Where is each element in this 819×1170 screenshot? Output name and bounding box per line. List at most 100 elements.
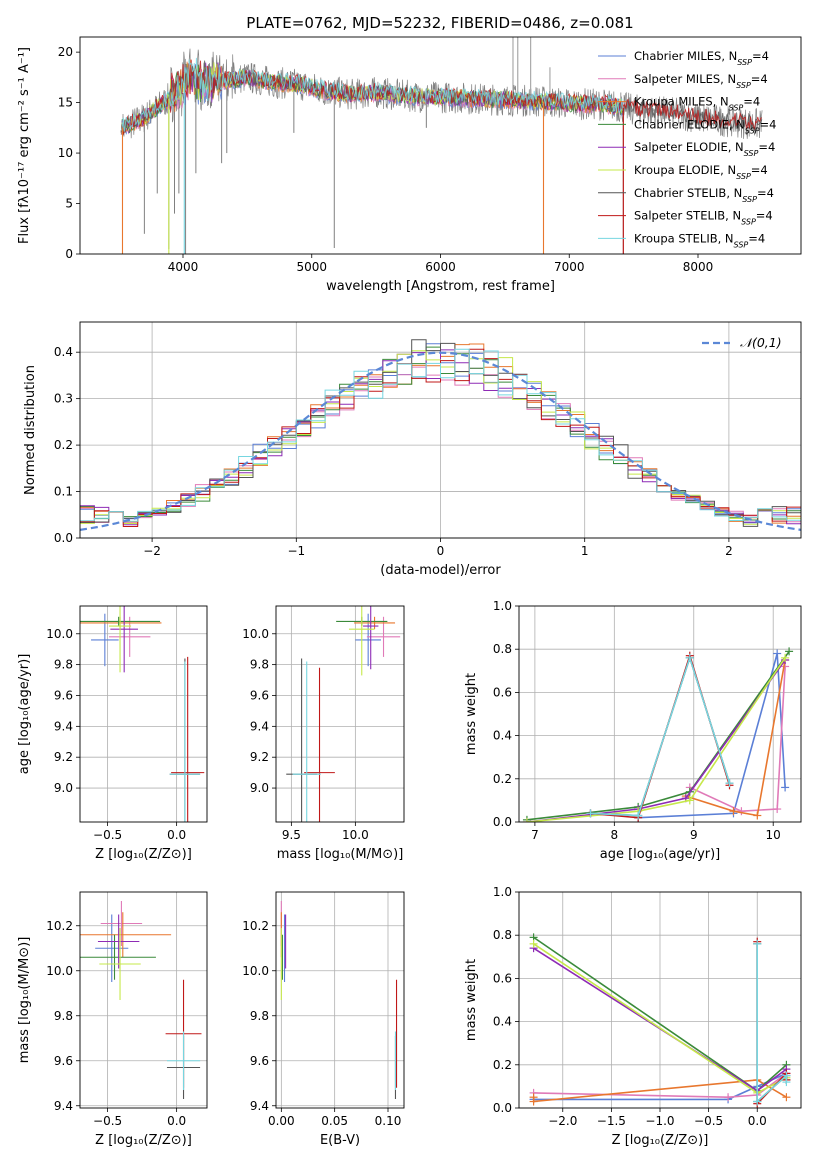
legend-label: Chabrier STELIB, NSSP=4 bbox=[634, 186, 774, 204]
weight-line bbox=[638, 653, 786, 819]
panel-age-vs-Z: −0.5 0.0 9.0 9.2 9.4 9.6 9.8 10.0 Z [log₁₀(Z/Z⊙)… bbox=[17, 605, 208, 862]
y-tick-label: 9.2 bbox=[54, 750, 73, 764]
model-spectrum bbox=[120, 59, 763, 136]
x-tick-label: −1.0 bbox=[645, 1114, 674, 1128]
y-tick-label: 0.0 bbox=[54, 531, 73, 545]
x-axis-label: wavelength [Angstrom, rest frame] bbox=[326, 279, 555, 294]
y-tick-label: 0 bbox=[65, 247, 73, 261]
plot-area bbox=[80, 901, 202, 1099]
y-tick-label: 1.0 bbox=[493, 599, 512, 613]
x-tick-label: 0 bbox=[437, 544, 445, 558]
axes-frame bbox=[275, 891, 405, 1109]
y-tick-label: 0.2 bbox=[54, 438, 73, 452]
x-tick-label: 2 bbox=[725, 544, 733, 558]
histogram-step bbox=[80, 350, 801, 525]
legend-label: Salpeter MILES, NSSP=4 bbox=[634, 72, 768, 90]
legend-label: Salpeter STELIB, NSSP=4 bbox=[634, 209, 773, 227]
y-tick-label: 0.6 bbox=[493, 685, 512, 699]
plot-area bbox=[280, 901, 398, 1099]
x-tick-label: 9.5 bbox=[282, 828, 301, 842]
y-tick-label: 0.3 bbox=[54, 392, 73, 406]
y-axis-label: mass weight bbox=[464, 673, 479, 755]
y-axis-label: mass [log₁₀(M/M⊙)] bbox=[17, 937, 32, 1064]
x-tick-label: 8000 bbox=[683, 260, 714, 274]
weight-line bbox=[533, 1072, 787, 1099]
y-axis-label: mass weight bbox=[464, 959, 479, 1041]
y-tick-label: 10.2 bbox=[46, 919, 73, 933]
legend-label: 𝒩(0,1) bbox=[740, 335, 782, 350]
x-axis-label: Z [log₁₀(Z/Z⊙)] bbox=[95, 847, 192, 862]
legend: Chabrier MILES, NSSP=4 Salpeter MILES, NS… bbox=[598, 49, 776, 249]
x-tick-label: 4000 bbox=[168, 260, 199, 274]
panel-residual-hist: −2 −1 0 1 2 0.0 0.1 0.2 0.3 0.4 (data-model)/error… bbox=[23, 321, 802, 578]
weight-line bbox=[526, 657, 786, 822]
y-tick-label: 9.2 bbox=[250, 750, 269, 764]
legend-label: Kroupa ELODIE, NSSP=4 bbox=[634, 163, 768, 181]
x-tick-label: 10.0 bbox=[342, 828, 369, 842]
y-tick-label: 0.8 bbox=[493, 928, 512, 942]
y-tick-label: 10.0 bbox=[46, 627, 73, 641]
x-tick-label: 10 bbox=[766, 828, 781, 842]
y-tick-label: 9.4 bbox=[250, 1099, 269, 1113]
y-tick-label: 9.8 bbox=[250, 1009, 269, 1023]
plot-area bbox=[80, 606, 205, 822]
y-axis-label: Normed distribution bbox=[23, 365, 38, 495]
x-tick-label: −1 bbox=[287, 544, 305, 558]
y-tick-label: 0.4 bbox=[54, 345, 73, 359]
x-tick-label: 9 bbox=[690, 828, 698, 842]
x-axis-label: Z [log₁₀(Z/Z⊙)] bbox=[612, 1133, 709, 1148]
x-tick-label: −0.5 bbox=[694, 1114, 723, 1128]
y-tick-label: 9.8 bbox=[54, 1009, 73, 1023]
weight-line bbox=[526, 650, 790, 821]
y-tick-label: 9.0 bbox=[250, 781, 269, 795]
legend-label: Salpeter ELODIE, NSSP=4 bbox=[634, 140, 775, 158]
plot-area bbox=[522, 647, 794, 822]
weight-line bbox=[590, 655, 731, 817]
x-tick-label: 0.10 bbox=[375, 1114, 402, 1128]
legend-label: Kroupa STELIB, NSSP=4 bbox=[634, 231, 765, 249]
y-tick-label: 10.0 bbox=[242, 964, 269, 978]
y-tick-label: 9.4 bbox=[54, 719, 73, 733]
x-tick-label: 0.0 bbox=[167, 828, 186, 842]
panel-weight-vs-Z: −2.0 −1.5 −1.0 −0.5 0.0 0.0 0.2 0.4 0.6 0.8 1.0 Z [… bbox=[464, 885, 802, 1148]
y-tick-label: 10 bbox=[58, 146, 73, 160]
legend-label: Chabrier ELODIE, NSSP=4 bbox=[634, 117, 776, 135]
y-tick-label: 5 bbox=[65, 197, 73, 211]
x-axis-label: (data-model)/error bbox=[380, 563, 501, 578]
panel-mass-vs-EBV: 0.00 0.05 0.10 9.4 9.6 9.8 10.0 10.2 E(B-V) bbox=[242, 891, 405, 1148]
x-tick-label: −0.5 bbox=[93, 828, 122, 842]
axes-frame bbox=[79, 321, 802, 539]
y-tick-label: 0.2 bbox=[493, 1058, 512, 1072]
plot-area bbox=[120, 37, 763, 254]
axes-frame bbox=[275, 605, 405, 823]
y-tick-label: 9.4 bbox=[250, 719, 269, 733]
plot-area bbox=[80, 339, 801, 531]
x-tick-label: −2.0 bbox=[548, 1114, 577, 1128]
x-tick-label: 5000 bbox=[296, 260, 327, 274]
x-tick-label: 7000 bbox=[554, 260, 585, 274]
axes-frame bbox=[79, 36, 802, 255]
y-tick-label: 9.8 bbox=[250, 658, 269, 672]
y-axis-label: age [log₁₀(age/yr)] bbox=[17, 654, 32, 775]
y-tick-label: 15 bbox=[58, 96, 73, 110]
x-axis-label: mass [log₁₀(M/M⊙)] bbox=[277, 847, 404, 862]
y-tick-label: 0.0 bbox=[493, 1101, 512, 1115]
panel-age-vs-mass: 9.5 10.0 9.0 9.2 9.4 9.6 9.8 10.0 mass [log₁₀(M/… bbox=[242, 605, 405, 862]
panel-weight-vs-age: 7 8 9 10 0.0 0.2 0.4 0.6 0.8 1.0 age [log₁₀(age/yr… bbox=[464, 599, 802, 862]
y-tick-label: 9.8 bbox=[54, 658, 73, 672]
x-axis-label: Z [log₁₀(Z/Z⊙)] bbox=[95, 1133, 192, 1148]
normal-curve bbox=[80, 351, 801, 531]
y-tick-label: 1.0 bbox=[493, 885, 512, 899]
x-tick-label: −1.5 bbox=[597, 1114, 626, 1128]
panel-spectrum: 4000 5000 6000 7000 8000 0 5 10 15 20 wavelength [… bbox=[17, 36, 802, 294]
weight-line bbox=[590, 653, 731, 819]
weight-line bbox=[590, 655, 731, 817]
axes-frame bbox=[79, 605, 208, 823]
panel-mass-vs-Z: −0.5 0.0 9.4 9.6 9.8 10.0 10.2 Z [log₁₀(Z/Z⊙)] m… bbox=[17, 891, 208, 1148]
axes-frame bbox=[79, 891, 208, 1109]
x-tick-label: 0.0 bbox=[167, 1114, 186, 1128]
y-tick-label: 0.4 bbox=[493, 1015, 512, 1029]
y-tick-label: 0.6 bbox=[493, 971, 512, 985]
y-tick-label: 10.0 bbox=[242, 627, 269, 641]
